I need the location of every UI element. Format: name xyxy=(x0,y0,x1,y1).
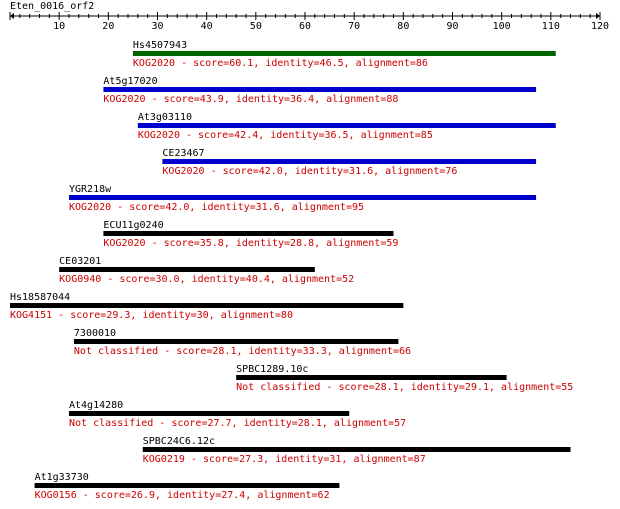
hit-alignment-bar[interactable] xyxy=(59,267,315,272)
hit-description: KOG0940 - score=30.0, identity=40.4, ali… xyxy=(59,274,354,285)
hit-alignment-bar[interactable] xyxy=(103,231,394,236)
axis-left-arrow xyxy=(10,13,14,19)
hit-name[interactable]: SPBC24C6.12c xyxy=(143,436,215,447)
hit-list: Hs4507943 KOG2020 - score=60.1, identity=… xyxy=(10,40,573,501)
hit-row[interactable]: SPBC24C6.12c KOG0219 - score=27.3, identi… xyxy=(142,436,571,465)
hit-row[interactable]: Hs18587044 KOG4151 - score=29.3, identity… xyxy=(10,292,404,321)
hit-description: Not classified - score=28.1, identity=29… xyxy=(236,382,573,393)
hit-alignment-bar[interactable] xyxy=(162,159,537,164)
hit-alignment-bar[interactable] xyxy=(142,447,571,452)
hit-description: KOG4151 - score=29.3, identity=30, align… xyxy=(10,310,293,321)
hit-alignment-bar[interactable] xyxy=(137,123,556,128)
hit-alignment-bar[interactable] xyxy=(132,51,556,56)
query-title: Eten_0016_orf2 xyxy=(10,1,94,12)
axis-tick-label: 110 xyxy=(542,21,560,32)
hit-row[interactable]: CE23467 KOG2020 - score=42.0, identity=31… xyxy=(162,148,537,177)
hit-description: Not classified - score=28.1, identity=33… xyxy=(74,346,411,357)
hit-row[interactable]: ECU11g0240 KOG2020 - score=35.8, identity… xyxy=(103,220,398,249)
hit-description: KOG2020 - score=42.0, identity=31.6, ali… xyxy=(69,202,364,213)
hit-name[interactable]: At3g03110 xyxy=(138,112,192,123)
hit-alignment-bar[interactable] xyxy=(73,339,399,344)
hit-alignment-bar[interactable] xyxy=(236,375,507,380)
hit-name[interactable]: At5g17020 xyxy=(103,76,157,87)
hit-name[interactable]: At4g14280 xyxy=(69,400,123,411)
hit-name[interactable]: Hs18587044 xyxy=(10,292,70,303)
hit-description: KOG0219 - score=27.3, identity=31, align… xyxy=(143,454,426,465)
axis-tick-label: 60 xyxy=(299,21,311,32)
hit-description: KOG2020 - score=42.4, identity=36.5, ali… xyxy=(138,130,433,141)
hit-alignment-bar[interactable] xyxy=(69,411,350,416)
hit-name[interactable]: ECU11g0240 xyxy=(103,220,163,231)
hit-row[interactable]: Hs4507943 KOG2020 - score=60.1, identity=… xyxy=(132,40,556,69)
hit-alignment-bar[interactable] xyxy=(103,87,537,92)
hit-row[interactable]: At5g17020 KOG2020 - score=43.9, identity=… xyxy=(103,76,537,105)
hit-name[interactable]: 7300010 xyxy=(74,328,116,339)
axis-tick-label: 30 xyxy=(151,21,163,32)
hit-row[interactable]: At1g33730 KOG0156 - score=26.9, identity=… xyxy=(34,472,340,501)
axis-tick-label: 100 xyxy=(493,21,511,32)
axis-tick-label: 80 xyxy=(397,21,409,32)
axis-tick-label: 10 xyxy=(53,21,65,32)
sequence-axis: 10 20 30 40 50 60 70 80 90 100 110 120 xyxy=(9,12,609,32)
axis-tick-label: 50 xyxy=(250,21,262,32)
hit-name[interactable]: YGR218w xyxy=(69,184,112,195)
hit-alignment-bar[interactable] xyxy=(34,483,340,488)
axis-tick-label: 20 xyxy=(102,21,114,32)
hit-description: KOG2020 - score=43.9, identity=36.4, ali… xyxy=(103,94,398,105)
axis-tick-label: 40 xyxy=(201,21,213,32)
hit-row[interactable]: YGR218w KOG2020 - score=42.0, identity=31… xyxy=(69,184,537,213)
hit-name[interactable]: SPBC1289.10c xyxy=(236,364,308,375)
hit-description: KOG2020 - score=35.8, identity=28.8, ali… xyxy=(103,238,398,249)
hit-alignment-bar[interactable] xyxy=(69,195,537,200)
axis-tick-label: 70 xyxy=(348,21,360,32)
hit-description: KOG2020 - score=42.0, identity=31.6, ali… xyxy=(162,166,457,177)
axis-tick-label: 120 xyxy=(591,21,609,32)
hit-name[interactable]: At1g33730 xyxy=(35,472,89,483)
hit-description: KOG2020 - score=60.1, identity=46.5, ali… xyxy=(133,58,428,69)
hit-row[interactable]: At4g14280 Not classified - score=27.7, id… xyxy=(69,400,406,429)
hit-row[interactable]: At3g03110 KOG2020 - score=42.4, identity=… xyxy=(137,112,556,141)
hit-name[interactable]: Hs4507943 xyxy=(133,40,187,51)
hit-alignment-bar[interactable] xyxy=(10,303,404,308)
hit-row[interactable]: 7300010 Not classified - score=28.1, iden… xyxy=(73,328,411,357)
hit-description: KOG0156 - score=26.9, identity=27.4, ali… xyxy=(35,490,330,501)
axis-tick-label: 90 xyxy=(446,21,458,32)
hit-description: Not classified - score=27.7, identity=28… xyxy=(69,418,406,429)
hit-row[interactable]: CE03201 KOG0940 - score=30.0, identity=40… xyxy=(59,256,354,285)
hit-name[interactable]: CE03201 xyxy=(59,256,101,267)
hit-name[interactable]: CE23467 xyxy=(162,148,204,159)
hit-row[interactable]: SPBC1289.10c Not classified - score=28.1,… xyxy=(236,364,573,393)
axis-right-arrow xyxy=(596,13,600,19)
